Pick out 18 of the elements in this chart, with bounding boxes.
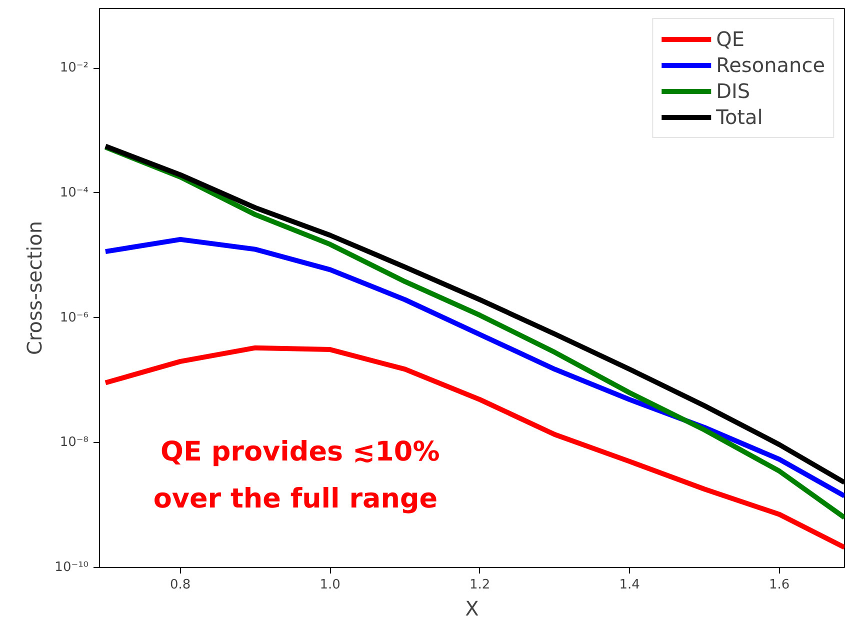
y-axis-title: Cross-section [22, 220, 47, 356]
y-tick-label: 10⁻⁸ [60, 435, 89, 450]
x-axis-title: X [465, 596, 480, 620]
legend-label: Total [716, 105, 763, 129]
x-tick-label: 0.8 [170, 578, 191, 592]
legend-label: QE [716, 27, 745, 51]
y-tick-label: 10⁻⁶ [60, 310, 89, 326]
legend-label: Resonance [716, 53, 825, 77]
annotation: over the full range [153, 484, 438, 515]
y-tick-label: 10⁻¹⁰ [54, 560, 88, 575]
x-tick-label: 1.6 [769, 578, 790, 592]
x-tick-label: 1.0 [320, 578, 340, 592]
legend-label: DIS [716, 79, 750, 103]
x-tick-label: 1.4 [619, 578, 640, 592]
x-tick-label: 1.2 [470, 578, 490, 592]
y-tick-label: 10⁻⁴ [60, 185, 89, 200]
annotation: QE provides ≲10% [160, 436, 440, 468]
y-tick-label: 10⁻² [60, 60, 89, 76]
